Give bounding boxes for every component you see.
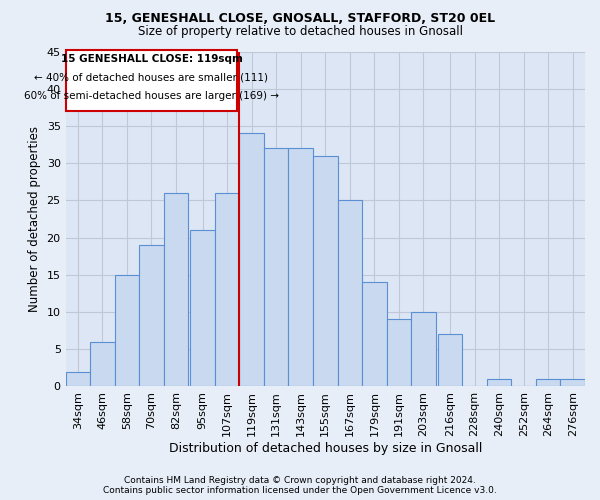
Bar bbox=[536, 379, 560, 386]
Text: Contains public sector information licensed under the Open Government Licence v3: Contains public sector information licen… bbox=[103, 486, 497, 495]
Bar bbox=[386, 320, 411, 386]
Bar bbox=[164, 193, 188, 386]
Text: ← 40% of detached houses are smaller (111): ← 40% of detached houses are smaller (11… bbox=[34, 72, 268, 83]
X-axis label: Distribution of detached houses by size in Gnosall: Distribution of detached houses by size … bbox=[169, 442, 482, 455]
Bar bbox=[487, 379, 511, 386]
Bar bbox=[362, 282, 386, 387]
Text: 15 GENESHALL CLOSE: 119sqm: 15 GENESHALL CLOSE: 119sqm bbox=[61, 54, 242, 64]
Bar bbox=[560, 379, 585, 386]
Text: 60% of semi-detached houses are larger (169) →: 60% of semi-detached houses are larger (… bbox=[24, 91, 279, 101]
Bar bbox=[215, 193, 239, 386]
Text: 15, GENESHALL CLOSE, GNOSALL, STAFFORD, ST20 0EL: 15, GENESHALL CLOSE, GNOSALL, STAFFORD, … bbox=[105, 12, 495, 26]
Bar bbox=[239, 134, 264, 386]
Text: Size of property relative to detached houses in Gnosall: Size of property relative to detached ho… bbox=[137, 25, 463, 38]
Bar bbox=[65, 50, 238, 111]
Bar bbox=[264, 148, 289, 386]
Bar bbox=[115, 275, 139, 386]
Bar bbox=[338, 200, 362, 386]
Bar bbox=[438, 334, 463, 386]
Text: Contains HM Land Registry data © Crown copyright and database right 2024.: Contains HM Land Registry data © Crown c… bbox=[124, 476, 476, 485]
Y-axis label: Number of detached properties: Number of detached properties bbox=[28, 126, 41, 312]
Bar bbox=[411, 312, 436, 386]
Bar bbox=[190, 230, 215, 386]
Bar bbox=[139, 245, 164, 386]
Bar bbox=[313, 156, 338, 386]
Bar bbox=[289, 148, 313, 386]
Bar bbox=[65, 372, 90, 386]
Bar bbox=[90, 342, 115, 386]
